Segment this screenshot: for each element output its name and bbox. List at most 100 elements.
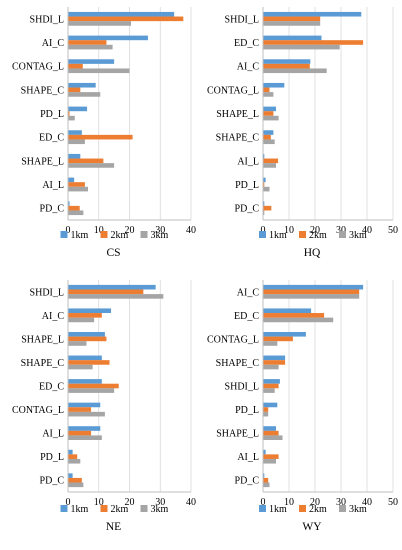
x-tick-label-3: 30 [336, 225, 346, 236]
category-label-SHAPE_L: SHAPE_L [216, 429, 259, 440]
bar-1km-SHAPE_C [68, 82, 96, 88]
x-tick-label-0: 0 [261, 225, 266, 236]
bar-2km-SHDI_L [263, 16, 321, 22]
bar-3km-SHAPE_L [263, 115, 279, 121]
bar-2km-AI_C [68, 40, 107, 45]
bar-1km-SHAPE_L [263, 426, 276, 431]
bar-3km-ED_C [68, 139, 85, 145]
legend-label-1km: 1km [71, 504, 89, 515]
legend-label-3km: 3km [349, 230, 367, 241]
category-label-SHDI_L: SHDI_L [225, 14, 259, 25]
category-label-SHDI_L: SHDI_L [30, 287, 64, 298]
category-label-PD_L: PD_L [40, 452, 64, 463]
bar-2km-PD_C [263, 477, 269, 483]
bar-3km-AI_L [68, 186, 88, 192]
category-label-SHAPE_L: SHAPE_L [21, 156, 64, 167]
legend-label-3km: 3km [151, 504, 169, 515]
chart-panel-0: SHDI_L AI_C CONTAG_L SHAPE_C PD_L ED_C SHAPE_L… [12, 7, 196, 259]
bar-3km-CONTAG_L [68, 411, 105, 417]
bar-1km-AI_C [68, 308, 112, 314]
bar-3km-AI_L [68, 435, 102, 441]
bar-2km-SHDI_L [263, 383, 279, 389]
legend-label-1km: 1km [269, 504, 287, 515]
category-label-CONTAG_L: CONTAG_L [12, 62, 64, 73]
legend-swatch-3km [140, 505, 148, 512]
bar-2km-PD_C [263, 205, 272, 211]
panel-title-NE: NE [106, 521, 121, 533]
bar-1km-PD_C [68, 201, 70, 206]
bar-2km-PD_C [68, 205, 80, 211]
bar-1km-SHAPE_C [263, 355, 286, 361]
bar-2km-SHAPE_L [263, 430, 279, 436]
category-label-PD_C: PD_C [40, 204, 65, 215]
legend-swatch-2km [299, 231, 306, 238]
bar-2km-SHAPE_L [68, 336, 107, 342]
bar-2km-AI_L [263, 158, 279, 164]
bar-3km-PD_L [263, 186, 270, 192]
bar-1km-AI_L [263, 153, 265, 159]
bar-1km-PD_L [263, 402, 278, 408]
category-label-PD_L: PD_L [235, 405, 259, 416]
bar-2km-CONTAG_L [263, 87, 270, 93]
bar-3km-AI_L [263, 458, 276, 464]
legend-label-1km: 1km [269, 230, 287, 241]
legend-label-2km: 2km [111, 504, 129, 515]
category-label-AI_C: AI_C [237, 287, 260, 298]
category-label-ED_C: ED_C [234, 311, 259, 322]
bar-3km-CONTAG_L [263, 92, 274, 97]
bar-2km-SHAPE_C [263, 360, 286, 365]
legend-label-1km: 1km [71, 230, 89, 241]
bar-2km-PD_L [263, 407, 269, 412]
x-tick-label-0: 0 [66, 497, 71, 508]
category-label-PD_C: PD_C [40, 476, 65, 487]
bar-1km-SHAPE_L [68, 331, 105, 337]
legend-swatch-1km [60, 231, 68, 238]
bar-1km-PD_L [68, 106, 88, 112]
bar-2km-SHAPE_C [263, 134, 271, 140]
legend-label-2km: 2km [309, 504, 327, 515]
bar-3km-SHDI_L [263, 388, 275, 393]
legend-label-3km: 3km [151, 230, 169, 241]
x-tick-label-1: 10 [94, 497, 104, 508]
bar-3km-PD_L [68, 458, 81, 464]
category-label-AI_L: AI_L [42, 429, 64, 440]
bar-1km-SHDI_L [68, 11, 175, 17]
legend-swatch-1km [259, 505, 266, 512]
category-label-SHAPE_C: SHAPE_C [216, 358, 260, 369]
x-tick-label-4: 40 [362, 225, 372, 236]
x-tick-label-3: 30 [155, 497, 165, 508]
bar-3km-PD_L [263, 411, 269, 417]
bar-2km-AI_L [263, 454, 279, 459]
bar-2km-PD_C [68, 477, 82, 483]
legend-swatch-2km [299, 505, 306, 512]
category-label-SHAPE_C: SHAPE_C [216, 133, 260, 144]
bar-2km-PD_L [68, 111, 70, 116]
panel-title-WY: WY [302, 521, 322, 533]
legend-label-2km: 2km [309, 230, 327, 241]
bar-3km-SHAPE_C [68, 364, 93, 370]
bar-2km-AI_C [263, 63, 310, 69]
category-label-CONTAG_L: CONTAG_L [12, 405, 64, 416]
bar-1km-AI_C [263, 284, 364, 290]
category-label-AI_L: AI_L [237, 452, 259, 463]
x-tick-label-1: 10 [284, 225, 294, 236]
bar-2km-SHAPE_C [68, 360, 110, 365]
x-tick-label-4: 40 [362, 497, 372, 508]
x-tick-label-2: 20 [310, 497, 320, 508]
x-tick-label-2: 20 [310, 225, 320, 236]
legend-swatch-3km [339, 505, 346, 512]
bar-2km-CONTAG_L [68, 407, 92, 412]
bar-3km-SHDI_L [68, 294, 164, 299]
bar-2km-PD_L [263, 182, 265, 187]
x-tick-label-2: 20 [125, 225, 135, 236]
bar-1km-SHAPE_L [68, 153, 81, 159]
x-tick-label-1: 10 [94, 225, 104, 236]
category-label-SHAPE_C: SHAPE_C [21, 358, 65, 369]
bar-2km-ED_C [263, 40, 364, 45]
bar-2km-ED_C [68, 134, 133, 140]
bar-1km-CONTAG_L [263, 331, 306, 337]
category-label-ED_C: ED_C [39, 382, 64, 393]
bar-1km-CONTAG_L [68, 59, 115, 64]
bar-3km-PD_C [68, 482, 84, 488]
